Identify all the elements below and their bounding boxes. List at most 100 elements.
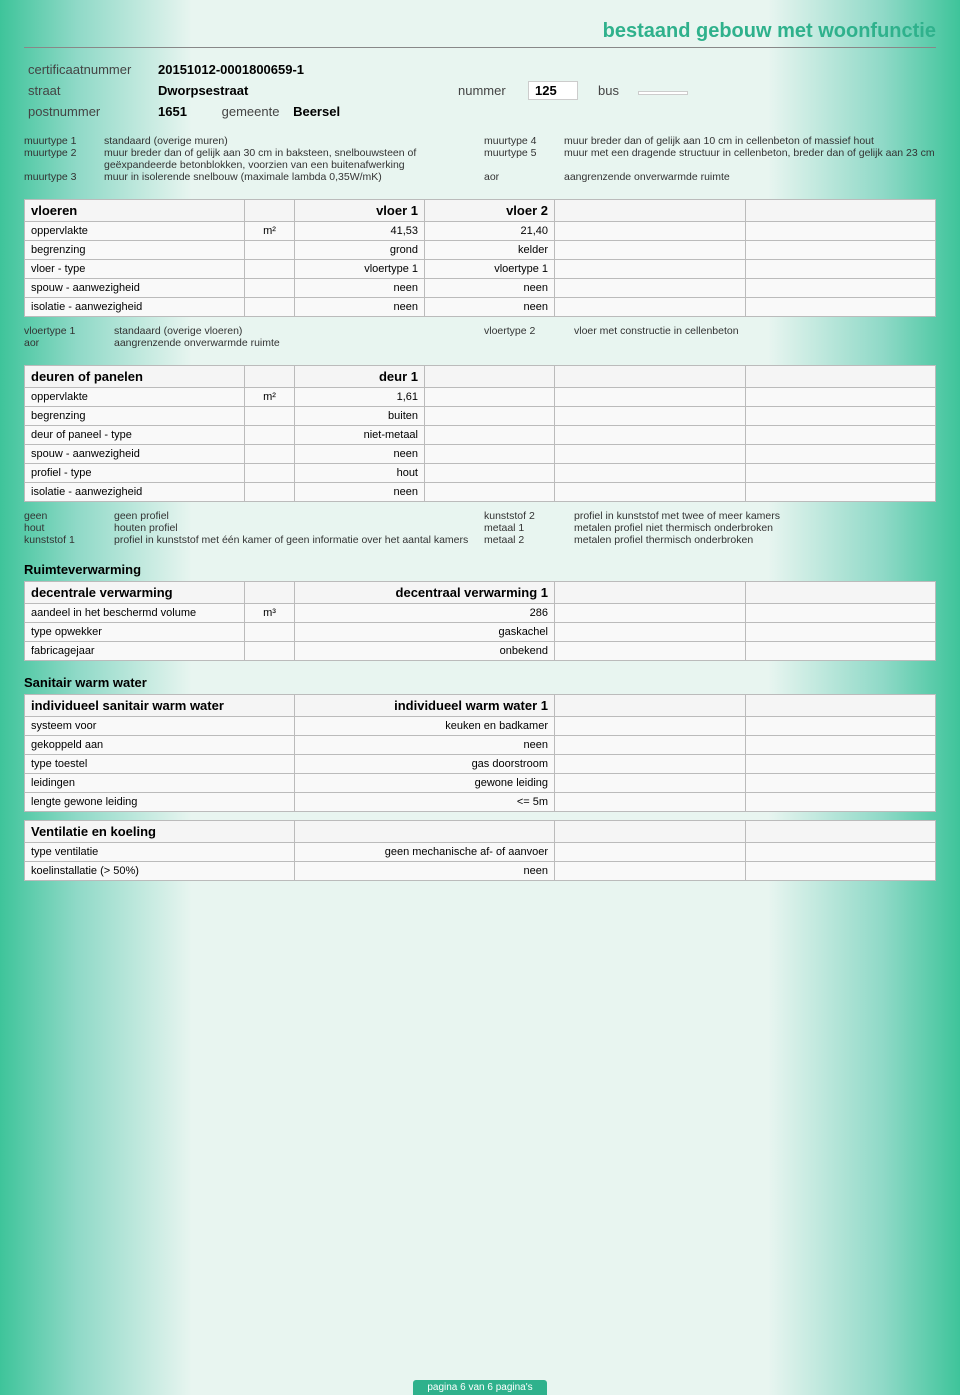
cell: neen: [295, 445, 425, 464]
straat-value: Dworpsestraat: [154, 79, 454, 102]
row-label: systeem voor: [25, 717, 295, 736]
cert-value: 20151012-0001800659-1: [154, 60, 936, 79]
ventilatie-table: Ventilatie en koeling type ventilatiegee…: [24, 820, 936, 881]
row-label: oppervlakte: [25, 388, 245, 407]
def-key: kunststof 2: [484, 510, 574, 522]
bus-label: bus: [594, 79, 634, 102]
cell: geen mechanische af- of aanvoer: [295, 843, 555, 862]
row-label: type toestel: [25, 755, 295, 774]
sww-head: individueel sanitair warm water: [25, 695, 295, 717]
cell: gas doorstroom: [295, 755, 555, 774]
gemeente-label: gemeente: [222, 104, 280, 119]
row-label: oppervlakte: [25, 222, 245, 241]
row-label: isolatie - aanwezigheid: [25, 483, 245, 502]
def-key: geen: [24, 510, 114, 522]
col-vloer1: vloer 1: [295, 200, 425, 222]
col-vloer2: vloer 2: [425, 200, 555, 222]
cell: neen: [425, 279, 555, 298]
col-sww1: individueel warm water 1: [295, 695, 555, 717]
col-decentraal1: decentraal verwarming 1: [295, 582, 555, 604]
row-label: vloer - type: [25, 260, 245, 279]
content: bestaand gebouw met woonfunctie certific…: [24, 0, 936, 881]
cell: neen: [295, 483, 425, 502]
def-val: standaard (overige muren): [104, 135, 470, 147]
header-table: certificaatnummer 20151012-0001800659-1 …: [24, 60, 936, 121]
def-key: aor: [24, 337, 114, 349]
cell: grond: [295, 241, 425, 260]
cell: buiten: [295, 407, 425, 426]
cell: vloertype 1: [425, 260, 555, 279]
unit: m³: [245, 604, 295, 623]
cell: niet-metaal: [295, 426, 425, 445]
cell: 21,40: [425, 222, 555, 241]
nummer-label: nummer: [454, 79, 524, 102]
vloeren-table: vloeren vloer 1 vloer 2 oppervlaktem²41,…: [24, 199, 936, 317]
bus-value: [638, 91, 688, 95]
cell: onbekend: [295, 642, 555, 661]
def-val: muur in isolerende snelbouw (maximale la…: [104, 171, 470, 183]
sww-table: individueel sanitair warm water individu…: [24, 694, 936, 812]
page-number: pagina 6 van 6 pagina's: [413, 1380, 546, 1395]
def-key: kunststof 1: [24, 534, 114, 546]
muurtype-legend: muurtype 1standaard (overige muren) muur…: [24, 135, 936, 183]
postnummer-value: 1651: [158, 104, 218, 119]
def-key: muurtype 3: [24, 171, 104, 183]
row-label: type opwekker: [25, 623, 245, 642]
cell: gaskachel: [295, 623, 555, 642]
nummer-value: 125: [528, 81, 578, 100]
unit: m²: [245, 222, 295, 241]
postnummer-label: postnummer: [24, 102, 154, 121]
decentrale-head: decentrale verwarming: [25, 582, 245, 604]
cell: vloertype 1: [295, 260, 425, 279]
def-val: vloer met constructie in cellenbeton: [574, 325, 936, 337]
def-val: profiel in kunststof met twee of meer ka…: [574, 510, 936, 522]
row-label: aandeel in het beschermd volume: [25, 604, 245, 623]
page: bestaand gebouw met woonfunctie certific…: [0, 0, 960, 1395]
row-label: lengte gewone leiding: [25, 793, 295, 812]
row-label: deur of paneel - type: [25, 426, 245, 445]
cell: kelder: [425, 241, 555, 260]
row-label: isolatie - aanwezigheid: [25, 298, 245, 317]
def-key: aor: [484, 171, 564, 183]
row-label: koelinstallatie (> 50%): [25, 862, 295, 881]
cell: hout: [295, 464, 425, 483]
ruimteverwarming-heading: Ruimteverwarming: [24, 562, 936, 577]
row-label: spouw - aanwezigheid: [25, 279, 245, 298]
cell: 41,53: [295, 222, 425, 241]
cell: neen: [295, 862, 555, 881]
def-val: muur breder dan of gelijk aan 30 cm in b…: [104, 147, 470, 171]
row-label: type ventilatie: [25, 843, 295, 862]
def-val: profiel in kunststof met één kamer of ge…: [114, 534, 470, 546]
row-label: begrenzing: [25, 241, 245, 260]
page-title: bestaand gebouw met woonfunctie: [24, 20, 936, 48]
cell: <= 5m: [295, 793, 555, 812]
cell: gewone leiding: [295, 774, 555, 793]
cell: neen: [295, 279, 425, 298]
straat-label: straat: [24, 79, 154, 102]
def-val: muur met een dragende structuur in celle…: [564, 147, 936, 171]
row-label: begrenzing: [25, 407, 245, 426]
row-label: leidingen: [25, 774, 295, 793]
profieltype-legend: geengeen profiel kunststof 2profiel in k…: [24, 510, 936, 546]
cell: neen: [425, 298, 555, 317]
ventilatie-head: Ventilatie en koeling: [25, 821, 295, 843]
cell: neen: [295, 298, 425, 317]
footer: pagina 6 van 6 pagina's: [0, 1377, 960, 1395]
cell: keuken en badkamer: [295, 717, 555, 736]
def-val: metalen profiel thermisch onderbroken: [574, 534, 936, 546]
def-key: muurtype 1: [24, 135, 104, 147]
def-key: metaal 2: [484, 534, 574, 546]
cell: 286: [295, 604, 555, 623]
vloeren-head: vloeren: [25, 200, 245, 222]
deuren-table: deuren of panelen deur 1 oppervlaktem²1,…: [24, 365, 936, 502]
def-val: standaard (overige vloeren): [114, 325, 470, 337]
row-label: gekoppeld aan: [25, 736, 295, 755]
cell: 1,61: [295, 388, 425, 407]
unit: m²: [245, 388, 295, 407]
def-key: metaal 1: [484, 522, 574, 534]
def-key: vloertype 1: [24, 325, 114, 337]
vloertype-legend: vloertype 1standaard (overige vloeren) v…: [24, 325, 936, 349]
row-label: fabricagejaar: [25, 642, 245, 661]
def-key: vloertype 2: [484, 325, 574, 337]
def-key: hout: [24, 522, 114, 534]
